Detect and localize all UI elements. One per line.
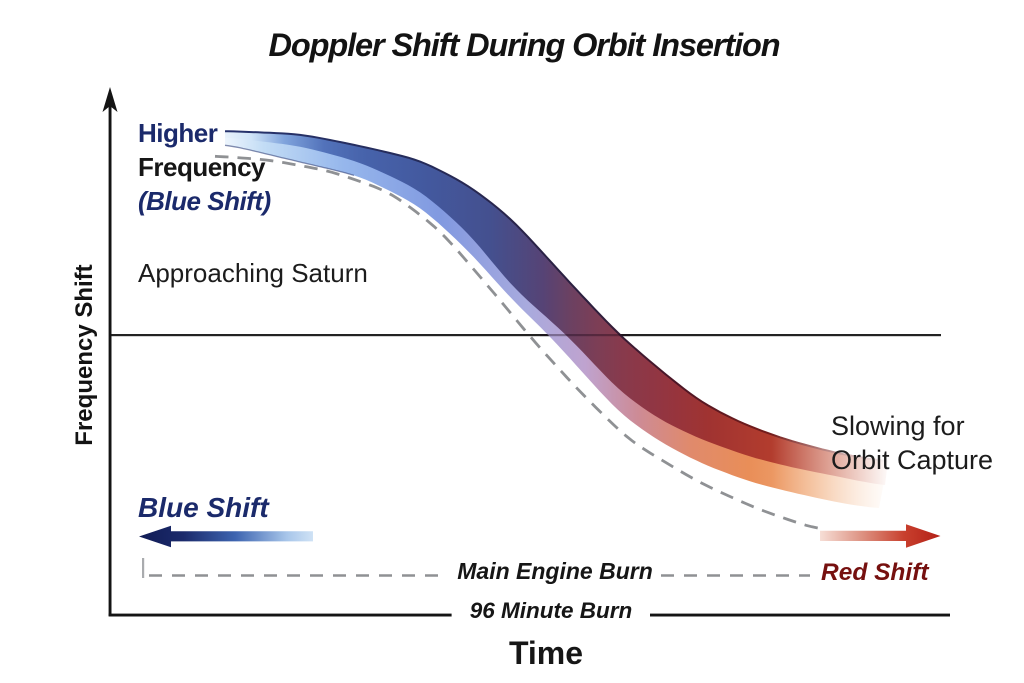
svg-text:Slowing for: Slowing for	[831, 411, 965, 441]
svg-text:96 Minute Burn: 96 Minute Burn	[470, 598, 633, 623]
svg-text:Higher: Higher	[138, 118, 218, 148]
svg-text:Frequency: Frequency	[138, 152, 266, 182]
svg-text:Approaching Saturn: Approaching Saturn	[138, 258, 368, 288]
svg-text:Frequency Shift: Frequency Shift	[71, 264, 98, 445]
svg-text:(Blue Shift): (Blue Shift)	[138, 186, 271, 216]
svg-text:Doppler Shift During Orbit Ins: Doppler Shift During Orbit Insertion	[268, 27, 779, 63]
svg-text:Red Shift: Red Shift	[821, 559, 929, 586]
svg-text:Orbit Capture: Orbit Capture	[831, 445, 993, 475]
svg-text:Time: Time	[509, 635, 583, 671]
svg-text:Main Engine Burn: Main Engine Burn	[457, 558, 653, 584]
svg-text:Blue Shift: Blue Shift	[138, 492, 270, 523]
